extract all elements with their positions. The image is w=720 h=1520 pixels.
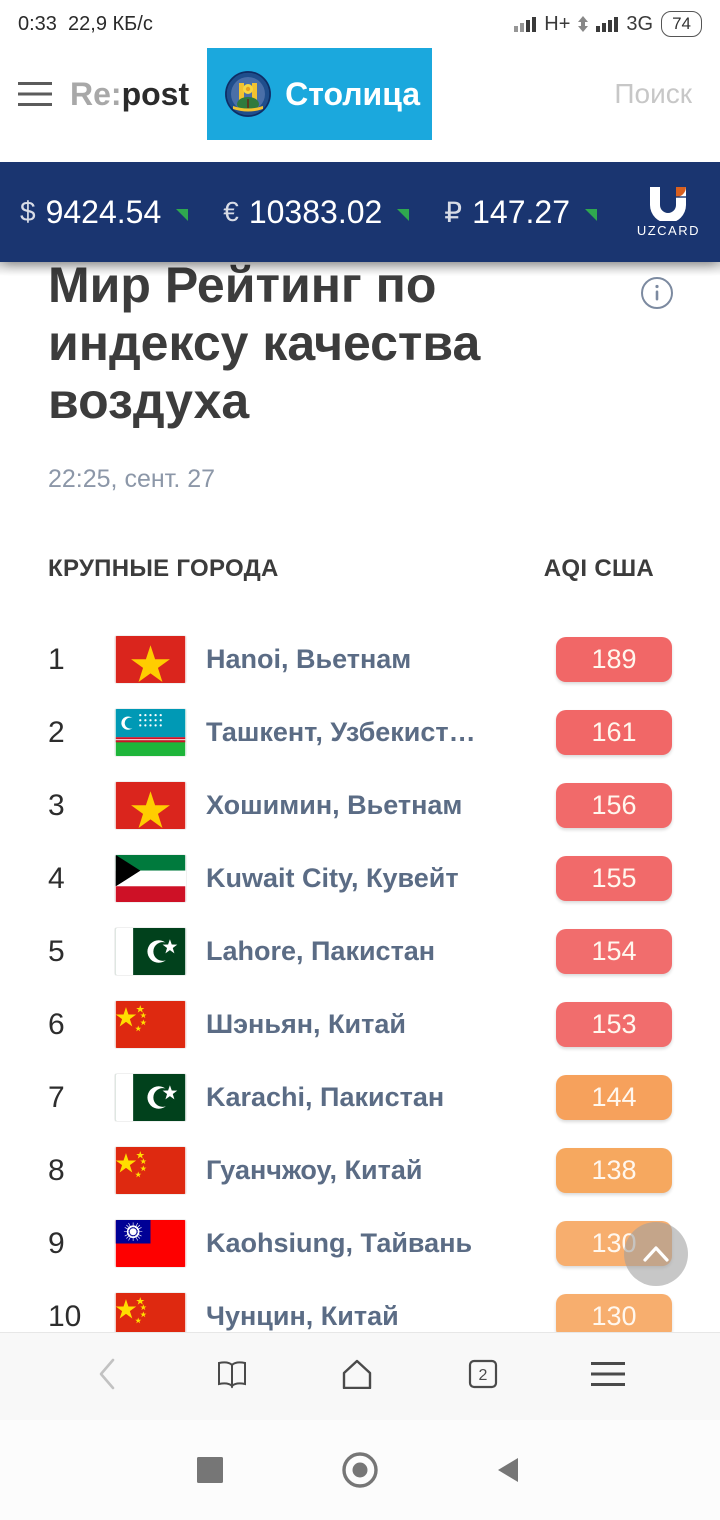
svg-text:2: 2 <box>479 1367 488 1384</box>
